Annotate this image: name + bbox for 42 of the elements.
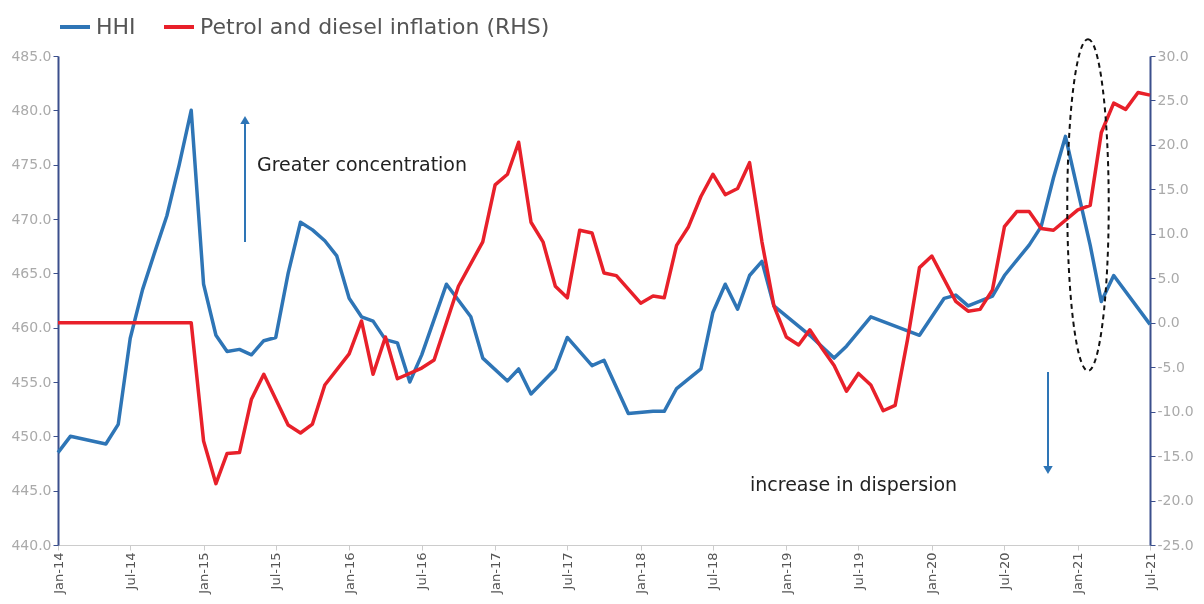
y-tick-label: 475.0	[11, 156, 52, 173]
x-tick-label: Jul-16	[414, 552, 430, 591]
x-tick-label: Jul-18	[705, 552, 721, 591]
x-tick-label: Jan-19	[778, 552, 794, 595]
y-tick-label: 465.0	[11, 264, 52, 281]
y2-tick-label: 15.0	[1157, 180, 1189, 197]
y-tick-label: 470.0	[11, 210, 52, 227]
x-tick-label: Jul-14	[122, 552, 138, 591]
y2-tick-label: -10.0	[1157, 403, 1194, 420]
annotation: increase in dispersion	[750, 473, 958, 495]
y2-tick-label: -25.0	[1157, 536, 1194, 553]
legend-label: Petrol and diesel inflation (RHS)	[200, 14, 550, 39]
x-tick-label: Jan-18	[633, 552, 649, 595]
y2-tick-label: 10.0	[1157, 225, 1189, 242]
y-tick-label: 455.0	[11, 373, 52, 390]
y2-tick-label: 20.0	[1157, 136, 1189, 153]
y-tick-label: 485.0	[11, 47, 52, 64]
x-tick-label: Jan-20	[924, 552, 940, 595]
annotation: Greater concentration	[257, 153, 468, 175]
legend-label: HHI	[96, 14, 136, 39]
x-tick-label: Jan-16	[341, 552, 357, 595]
y2-tick-label: -20.0	[1157, 492, 1194, 509]
x-tick-label: Jan-21	[1070, 552, 1086, 595]
x-tick-label: Jan-14	[50, 552, 66, 595]
y2-tick-label: -15.0	[1157, 447, 1194, 464]
y-tick-label: 440.0	[11, 536, 52, 553]
y-tick-label: 460.0	[11, 319, 52, 336]
y-tick-label: 445.0	[11, 482, 52, 499]
y2-tick-label: -5.0	[1157, 358, 1185, 375]
y2-tick-label: 5.0	[1157, 269, 1180, 286]
x-tick-label: Jul-17	[559, 552, 575, 591]
x-tick-label: Jul-20	[996, 552, 1012, 591]
y-tick-label: 450.0	[11, 427, 52, 444]
x-tick-label: Jan-17	[487, 552, 503, 595]
x-tick-label: Jan-15	[196, 552, 212, 595]
x-tick-label: Jul-19	[850, 552, 866, 591]
y-tick-label: 480.0	[11, 101, 52, 118]
y2-tick-label: 30.0	[1157, 47, 1189, 64]
y2-tick-label: 25.0	[1157, 91, 1189, 108]
x-tick-label: Jul-15	[268, 552, 284, 591]
y2-tick-label: 0.0	[1157, 314, 1180, 331]
x-tick-label: Jul-21	[1142, 552, 1158, 591]
